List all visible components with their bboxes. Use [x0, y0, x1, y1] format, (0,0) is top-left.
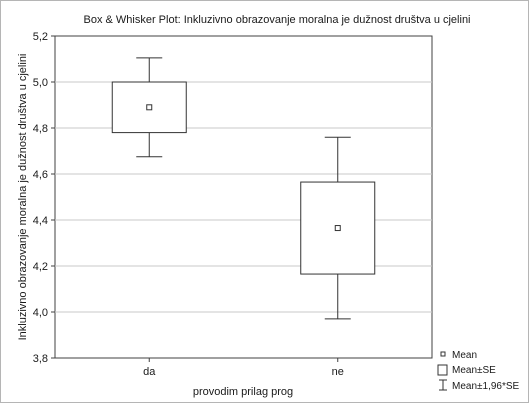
y-tick-label: 4,6: [33, 169, 48, 181]
y-tick-label: 4,4: [33, 215, 48, 227]
box-group-ne: [300, 136, 376, 320]
mean-marker: [334, 225, 341, 232]
y-tick-label: 3,8: [33, 353, 48, 365]
box-series: [111, 57, 376, 320]
y-tick-label: 4,0: [33, 307, 48, 319]
legend-mean-icon: [440, 351, 446, 357]
y-axis-label: Inkluzivno obrazovanje moralna je dužnos…: [17, 54, 29, 341]
legend-ci-label: Mean±1,96*SE: [452, 381, 520, 392]
mean-marker: [146, 104, 153, 111]
y-axis-ticks: 3,8 4,0 4,2 4,4 4,6 4,8 5,0 5,2: [33, 31, 55, 365]
x-axis-ticks: da ne: [143, 358, 344, 378]
x-tick-label: da: [143, 366, 156, 378]
chart-title: Box & Whisker Plot: Inkluzivno obrazovan…: [83, 14, 470, 26]
x-tick-label: ne: [332, 366, 344, 378]
legend-ci-icon: [439, 379, 447, 391]
y-tick-label: 5,0: [33, 77, 48, 89]
legend: Mean Mean±SE Mean±1,96*SE: [437, 350, 520, 392]
legend-se-icon: [437, 364, 448, 376]
box-group-da: [111, 57, 187, 158]
legend-se-label: Mean±SE: [452, 365, 496, 376]
plot-area: [54, 35, 433, 359]
y-tick-label: 5,2: [33, 31, 48, 43]
legend-mean-label: Mean: [452, 350, 477, 361]
y-tick-label: 4,8: [33, 123, 48, 135]
x-axis-label: provodim prilag prog: [193, 386, 293, 398]
y-tick-label: 4,2: [33, 261, 48, 273]
